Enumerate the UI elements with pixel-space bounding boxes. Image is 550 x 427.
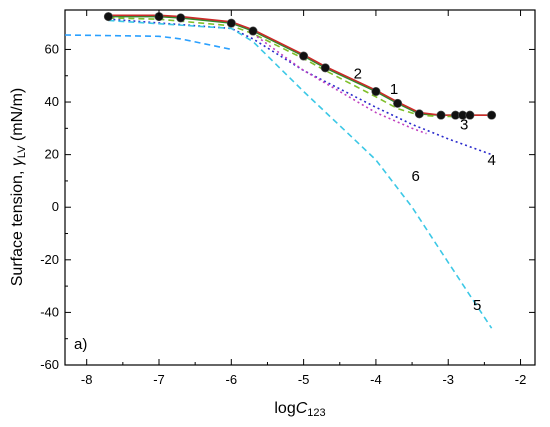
y-tick-label: -40 xyxy=(40,304,59,319)
curve-label-5: 5 xyxy=(473,297,481,314)
y-tick-label: 60 xyxy=(45,41,59,56)
curve-labels: 1 2 3 4 5 6 xyxy=(354,65,496,313)
data-point-marker xyxy=(299,51,309,61)
data-point-marker xyxy=(465,110,475,120)
panel-label: a) xyxy=(74,336,87,353)
y-tick-label: 0 xyxy=(52,199,59,214)
y-tick-label: -60 xyxy=(40,357,59,372)
x-tick-label: -7 xyxy=(153,372,165,387)
x-tick-label: -3 xyxy=(442,372,454,387)
curve-label-4: 4 xyxy=(487,152,495,169)
series-unlabeled-line xyxy=(65,34,232,51)
data-point-marker xyxy=(320,63,330,73)
series-1-line xyxy=(108,15,492,116)
data-point-marker xyxy=(436,110,446,120)
x-tick-label: -2 xyxy=(515,372,527,387)
x-axis-title: logC123 xyxy=(274,400,325,419)
curve-label-1: 1 xyxy=(390,81,398,98)
plot-frame xyxy=(64,9,536,366)
x-tick-label: -6 xyxy=(226,372,238,387)
y-axis-title: Surface tension, γLV (mN/m) xyxy=(9,88,28,286)
curve-label-3: 3 xyxy=(460,117,468,134)
series-6-line xyxy=(252,33,427,135)
x-tick-label: -4 xyxy=(370,372,382,387)
x-axis-ticks: -8 -7 -6 -5 -4 -3 -2 xyxy=(81,10,526,387)
data-point-marker xyxy=(487,110,497,120)
y-tick-label: -20 xyxy=(40,252,59,267)
data-point-marker xyxy=(393,98,403,108)
x-tick-label: -5 xyxy=(298,372,310,387)
series-2-line xyxy=(108,14,492,116)
y-axis-ticks: -60 -40 -20 0 20 40 60 xyxy=(40,41,535,372)
x-tick-label: -8 xyxy=(81,372,93,387)
data-point-marker xyxy=(414,109,424,119)
data-point-marker xyxy=(176,13,186,23)
series-5-line xyxy=(108,19,493,329)
y-tick-label: 20 xyxy=(45,147,59,162)
data-point-marker xyxy=(371,87,381,97)
y-tick-label: 40 xyxy=(45,94,59,109)
curve-label-2: 2 xyxy=(354,65,362,82)
data-point-marker xyxy=(103,12,113,22)
marker-layer xyxy=(103,12,497,120)
data-point-marker xyxy=(248,26,258,36)
curve-label-6: 6 xyxy=(412,168,420,185)
series-layer xyxy=(65,14,493,329)
series-3-line xyxy=(108,17,456,118)
data-point-marker xyxy=(226,18,236,28)
